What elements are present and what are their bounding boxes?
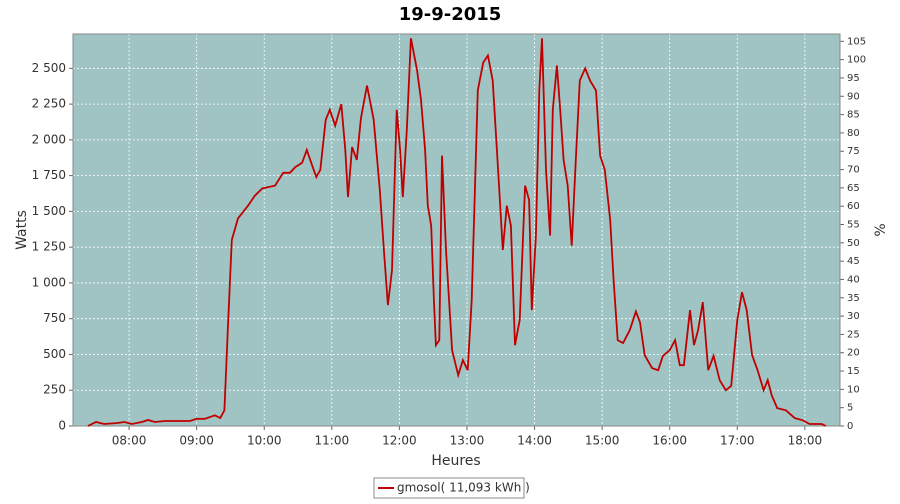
y2-tick-label: 15: [847, 366, 860, 377]
y-tick-label: 1 250: [32, 240, 66, 254]
y2-tick-label: 50: [847, 238, 860, 249]
y2-axis-label: %: [873, 223, 889, 236]
y2-tick-label: 10: [847, 384, 860, 395]
y-tick-label: 750: [43, 311, 66, 325]
x-tick-label: 11:00: [315, 434, 350, 448]
y-tick-label: 1 000: [32, 275, 66, 289]
x-axis-label: Heures: [431, 453, 480, 469]
y2-tick-label: 5: [847, 403, 853, 414]
x-tick-label: 10:00: [247, 434, 282, 448]
x-tick-label: 09:00: [179, 434, 214, 448]
y-tick-label: 250: [43, 383, 66, 397]
y-axis-label: Watts: [14, 210, 30, 250]
x-tick-label: 18:00: [788, 434, 823, 448]
series-line: [87, 38, 827, 427]
legend-label: gmosol( 11,093 kWh ): [397, 481, 530, 495]
y2-tick-label: 70: [847, 165, 860, 176]
x-tick-label: 14:00: [517, 434, 552, 448]
y2-tick-label: 0: [847, 421, 853, 432]
y2-tick-label: 85: [847, 110, 860, 121]
x-tick-label: 15:00: [585, 434, 620, 448]
x-tick-label: 17:00: [720, 434, 755, 448]
x-tick-label: 08:00: [112, 434, 147, 448]
y2-tick-label: 100: [847, 55, 866, 66]
chart-title: 19-9-2015: [399, 4, 502, 25]
y2-tick-label: 80: [847, 128, 860, 139]
y-tick-label: 1 750: [32, 168, 66, 182]
plot-border: [72, 33, 841, 427]
y2-tick-label: 25: [847, 329, 860, 340]
y-tick-label: 2 500: [32, 61, 66, 75]
legend-box: [373, 477, 525, 499]
y-tick-label: 1 500: [32, 204, 66, 218]
x-tick-label: 13:00: [450, 434, 485, 448]
y-tick-label: 2 250: [32, 97, 66, 111]
y2-tick-label: 20: [847, 348, 860, 359]
y2-tick-label: 55: [847, 220, 860, 231]
y2-tick-label: 105: [847, 36, 866, 47]
x-tick-label: 16:00: [652, 434, 687, 448]
y2-tick-label: 30: [847, 311, 860, 322]
y-tick-label: 2 000: [32, 132, 66, 146]
y2-tick-label: 75: [847, 146, 860, 157]
y-tick-label: 0: [58, 419, 66, 433]
y2-tick-label: 40: [847, 274, 860, 285]
y-tick-label: 500: [43, 347, 66, 361]
y2-tick-label: 35: [847, 293, 860, 304]
y2-tick-label: 45: [847, 256, 860, 267]
y2-tick-label: 95: [847, 73, 860, 84]
y2-tick-label: 90: [847, 91, 860, 102]
y2-tick-label: 65: [847, 183, 860, 194]
x-tick-label: 12:00: [382, 434, 417, 448]
y2-tick-label: 60: [847, 201, 860, 212]
